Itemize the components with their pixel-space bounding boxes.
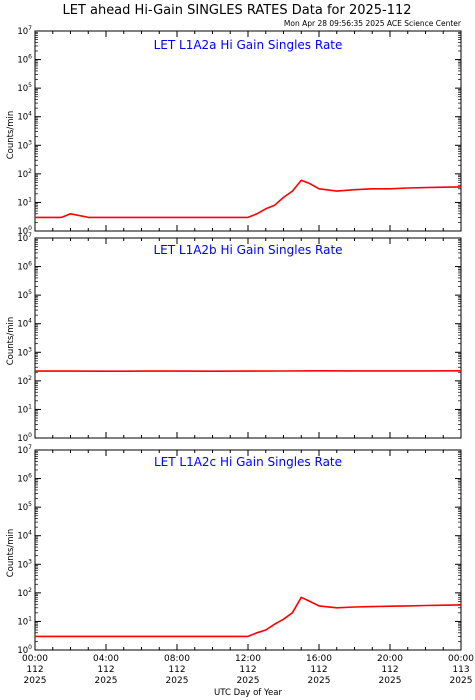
y-tick-label: 103 [17,558,32,570]
plot-frame [34,237,462,439]
series-line [35,179,462,219]
y-axis-label: Counts/min [6,111,16,160]
x-tick-time: 16:00 [306,654,332,664]
y-tick-label: 106 [17,473,32,485]
panel-l1a2a: LET L1A2a Hi Gain Singles Rate Counts/mi… [6,25,462,237]
y-axis-label: Counts/min [6,317,16,366]
x-tick-year: 2025 [450,676,473,686]
y-tick-label: 105 [17,289,32,301]
x-tick-time: 00:00 [448,654,474,664]
x-tick-day: 113 [452,665,469,675]
panel-title: LET L1A2b Hi Gain Singles Rate [153,243,342,257]
x-tick-year: 2025 [308,676,331,686]
y-tick-label: 100 [17,432,32,444]
panel-l1a2c: LET L1A2c Hi Gain Singles Rate Counts/mi… [6,444,462,656]
y-tick-label: 107 [17,232,32,244]
y-tick-label: 103 [17,139,32,151]
y-tick-label: 105 [17,501,32,513]
x-tick-day: 112 [381,665,398,675]
x-tick-day: 112 [26,665,43,675]
y-tick-label: 102 [17,587,32,599]
y-tick-label: 106 [17,261,32,273]
x-tick-time: 00:00 [22,654,48,664]
series-line [35,596,462,638]
y-tick-label: 103 [17,346,32,358]
x-axis-label: UTC Day of Year [214,688,282,698]
y-tick-label: 105 [17,82,32,94]
x-tick-year: 2025 [95,676,118,686]
chart-title: LET ahead Hi-Gain SINGLES RATES Data for… [62,3,411,18]
x-tick-time: 08:00 [164,654,190,664]
y-tick-label: 104 [17,111,32,123]
generation-timestamp: Mon Apr 28 09:56:35 2025 ACE Science Cen… [284,19,462,28]
x-tick-day: 112 [310,665,327,675]
y-tick-label: 102 [17,375,32,387]
y-tick-label: 106 [17,54,32,66]
y-axis-label: Counts/min [6,529,16,578]
x-tick-time: 20:00 [377,654,403,664]
y-tick-label: 107 [17,444,32,456]
panel-title: LET L1A2a Hi Gain Singles Rate [154,38,343,52]
x-tick-time: 12:00 [235,654,261,664]
plot-frame [34,30,462,232]
x-tick-year: 2025 [166,676,189,686]
x-tick-day: 112 [168,665,185,675]
y-tick-label: 104 [17,530,32,542]
x-tick-year: 2025 [379,676,402,686]
y-tick-label: 102 [17,168,32,180]
y-tick-label: 101 [17,615,32,627]
y-tick-label: 104 [17,318,32,330]
y-tick-label: 101 [17,403,32,415]
panel-l1a2b: LET L1A2b Hi Gain Singles Rate Counts/mi… [6,232,462,444]
y-tick-label: 107 [17,25,32,37]
x-tick-year: 2025 [237,676,260,686]
plot-frame [34,449,462,651]
x-tick-day: 112 [97,665,114,675]
x-tick-year: 2025 [24,676,47,686]
panel-title: LET L1A2c Hi Gain Singles Rate [154,455,342,469]
y-tick-label: 101 [17,196,32,208]
x-tick-time: 04:00 [93,654,119,664]
x-axis-tick-labels: 00:00112202504:00112202508:00112202512:0… [22,654,474,686]
x-tick-day: 112 [239,665,256,675]
